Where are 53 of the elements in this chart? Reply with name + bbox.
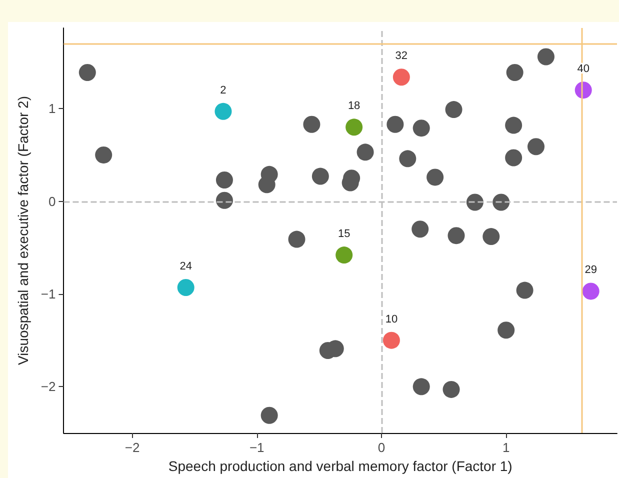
- point: [260, 406, 278, 424]
- point: [214, 102, 232, 120]
- point: [382, 332, 400, 349]
- point: [466, 194, 484, 211]
- point: [288, 230, 306, 248]
- point: [492, 194, 510, 211]
- point: [426, 168, 444, 186]
- x-tick-label: 0: [378, 440, 386, 455]
- point: [482, 228, 500, 246]
- x-tick-label: 1: [502, 440, 510, 455]
- point: [95, 146, 112, 164]
- x-axis-title: Speech production and verbal memory factor (Factor 1): [168, 458, 512, 474]
- point: [258, 176, 276, 194]
- point: [442, 380, 460, 398]
- y-tick-label: 0: [48, 194, 56, 209]
- point: [448, 227, 465, 244]
- point: [78, 64, 96, 81]
- annotation: 10: [385, 313, 398, 326]
- point: [505, 149, 522, 166]
- point: [177, 279, 194, 296]
- annotation: 2: [220, 84, 226, 96]
- point: [528, 138, 544, 156]
- point: [412, 220, 429, 238]
- y-tick-label: 1: [48, 101, 56, 116]
- point: [516, 282, 534, 299]
- point: [582, 282, 600, 300]
- point: [312, 168, 329, 185]
- point: [386, 116, 404, 133]
- point: [216, 171, 233, 188]
- annotation: 24: [180, 260, 192, 272]
- point: [356, 144, 374, 161]
- point: [392, 68, 410, 86]
- point: [412, 378, 430, 396]
- annotation: 29: [584, 264, 597, 276]
- annotation: 15: [338, 228, 350, 240]
- point: [505, 116, 522, 134]
- y-tick-label: −1: [40, 286, 56, 302]
- point: [216, 192, 233, 209]
- point: [506, 64, 524, 81]
- point: [445, 101, 462, 118]
- point: [303, 116, 320, 133]
- annotation: 32: [395, 50, 408, 62]
- point: [537, 48, 554, 66]
- annotation: 18: [348, 100, 360, 112]
- point: [399, 150, 416, 168]
- point: [498, 322, 515, 339]
- point: [336, 246, 353, 264]
- point: [412, 120, 430, 137]
- x-tick-label: −1: [249, 440, 264, 455]
- point: [346, 118, 363, 136]
- y-axis-title: Visuospatial and executive factor (Factor 2): [15, 96, 31, 365]
- y-tick-label: −2: [40, 379, 56, 394]
- x-tick-label: −2: [124, 440, 140, 455]
